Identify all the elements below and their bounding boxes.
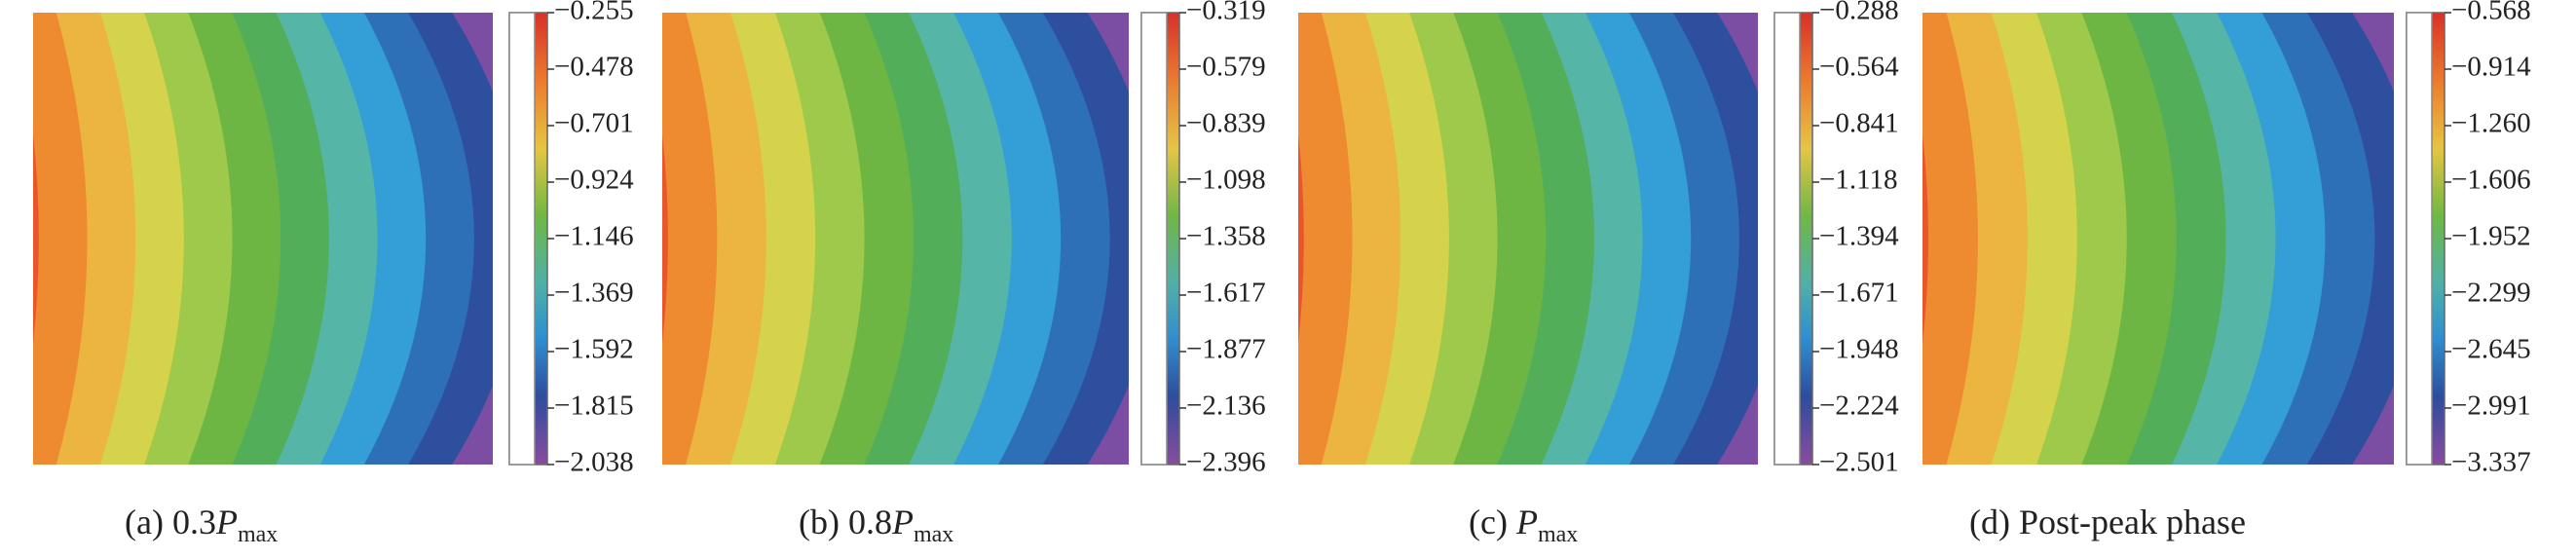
contour-band	[2352, 13, 2394, 465]
contour-map	[33, 13, 493, 465]
contour-map	[1298, 13, 1758, 465]
tick-label: −0.478	[554, 52, 634, 83]
tick-label: −0.564	[1819, 52, 1899, 83]
contour-map	[1923, 13, 2394, 465]
tick-label: −1.098	[1186, 165, 1266, 196]
tick-label: −2.136	[1186, 391, 1266, 422]
tick-label: −1.948	[1819, 334, 1899, 365]
caption-symbol: P	[1515, 503, 1538, 541]
tick-label: −1.146	[554, 221, 634, 252]
tick-label: −0.924	[554, 165, 634, 196]
caption-subscript: max	[238, 522, 278, 547]
tick-label: −1.815	[554, 391, 634, 422]
tick-label: −0.839	[1186, 108, 1266, 139]
caption: (c) Pmax	[1469, 503, 1578, 547]
tick-label: −0.701	[554, 108, 634, 139]
colorbar-histogram	[1773, 12, 1801, 466]
tick-label: −0.319	[1186, 0, 1266, 26]
caption-prefix: (c)	[1469, 503, 1516, 541]
colorbar-histogram	[1140, 12, 1168, 466]
contour-band	[1042, 13, 1129, 465]
contour-band	[1672, 13, 1758, 465]
tick-label: −1.952	[2451, 221, 2531, 252]
tick-label: −2.299	[2451, 278, 2531, 309]
caption-subscript: max	[914, 522, 953, 547]
tick-label: −1.606	[2451, 165, 2531, 196]
tick-label: −0.288	[1819, 0, 1899, 26]
contour-band	[1087, 13, 1129, 465]
colorbar-histogram	[2406, 12, 2433, 466]
tick-label: −1.260	[2451, 108, 2531, 139]
tick-label: −1.369	[554, 278, 634, 309]
tick-label: −1.358	[1186, 221, 1266, 252]
tick-label: −2.224	[1819, 391, 1899, 422]
contour-band	[407, 13, 493, 465]
tick-label: −0.914	[2451, 52, 2531, 83]
tick-label: −1.118	[1819, 165, 1898, 196]
tick-label: −0.841	[1819, 108, 1899, 139]
tick-label: −3.337	[2451, 447, 2531, 478]
tick-label: −2.038	[554, 447, 634, 478]
contour-map	[662, 13, 1129, 465]
caption-subscript: max	[1538, 522, 1578, 547]
caption-symbol: P	[891, 503, 914, 541]
tick-label: −1.877	[1186, 334, 1266, 365]
caption-prefix: (a) 0.3	[125, 503, 216, 541]
contour-band	[452, 13, 493, 465]
tick-label: −2.396	[1186, 447, 1266, 478]
tick-label: −0.255	[554, 0, 634, 26]
caption-prefix: (d) Post-peak phase	[1969, 503, 2246, 541]
colorbar-histogram	[508, 12, 536, 466]
caption-prefix: (b) 0.8	[799, 503, 892, 541]
caption-symbol: P	[215, 503, 238, 541]
tick-label: −2.991	[2451, 391, 2531, 422]
tick-label: −1.394	[1819, 221, 1899, 252]
caption: (b) 0.8Pmax	[799, 503, 953, 547]
tick-label: −2.501	[1819, 447, 1899, 478]
contour-band	[2306, 13, 2394, 465]
caption: (d) Post-peak phase	[1969, 503, 2246, 541]
tick-label: −1.617	[1186, 278, 1266, 309]
contour-band	[1717, 13, 1758, 465]
tick-label: −1.671	[1819, 278, 1899, 309]
tick-label: −2.645	[2451, 334, 2531, 365]
tick-label: −1.592	[554, 334, 634, 365]
tick-label: −0.568	[2451, 0, 2531, 26]
caption: (a) 0.3Pmax	[125, 503, 278, 547]
tick-label: −0.579	[1186, 52, 1266, 83]
